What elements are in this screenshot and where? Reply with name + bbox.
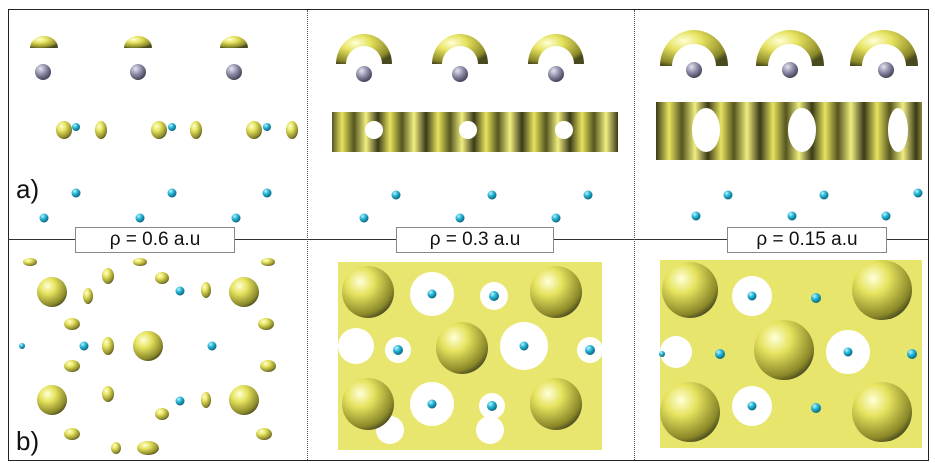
- metal-atom: [548, 66, 564, 82]
- isosurface-cap: [124, 36, 152, 48]
- isosurface-lobe: [246, 121, 262, 139]
- density-label-1: ρ = 0.6 a.u: [75, 227, 235, 253]
- panel-b-col3: [659, 260, 922, 448]
- light-atom: [168, 123, 176, 131]
- isosurface-cap: [220, 36, 248, 48]
- light-atom: [39, 213, 49, 223]
- light-atom: [167, 188, 177, 198]
- light-atom: [72, 123, 80, 131]
- panel-a-col1: [30, 36, 298, 223]
- panel-b-col2: [338, 262, 603, 450]
- isosurface-lobe: [286, 121, 298, 139]
- light-atom: [262, 188, 272, 198]
- panel-b-col1: [19, 258, 276, 455]
- column-divider-2: [634, 10, 635, 460]
- metal-atom: [356, 66, 372, 82]
- density-label-3: ρ = 0.15 a.u: [727, 227, 887, 253]
- light-atom: [135, 213, 145, 223]
- isosurface-lobe: [190, 121, 202, 139]
- light-atom: [71, 188, 81, 198]
- figure-frame: [8, 9, 929, 461]
- density-label-2: ρ = 0.3 a.u: [396, 227, 554, 253]
- metal-atom: [35, 64, 51, 80]
- panel-b-label: b): [16, 426, 40, 456]
- panel-a-col2: [332, 34, 618, 223]
- metal-atom: [452, 66, 468, 82]
- metal-atom: [226, 64, 242, 80]
- panel-a-col3: [656, 30, 923, 221]
- light-atom: [263, 123, 271, 131]
- light-atom: [231, 213, 241, 223]
- metal-atom: [130, 64, 146, 80]
- isosurface-lobe: [56, 121, 72, 139]
- isosurface-lobe: [151, 121, 167, 139]
- isosurface-cap: [30, 36, 58, 48]
- panel-a-label: a): [16, 174, 40, 204]
- column-divider-1: [307, 10, 308, 460]
- isosurface-lobe: [95, 121, 107, 139]
